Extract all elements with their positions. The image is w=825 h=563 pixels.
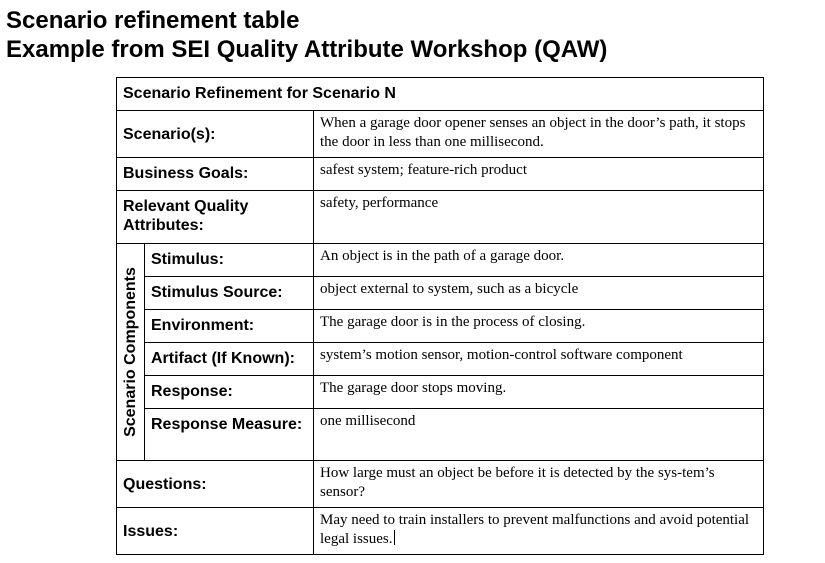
scenario-components-label: Scenario Components [121, 267, 139, 437]
stimulus-label: Stimulus: [144, 243, 314, 277]
response-measure-value: one millisecond [312, 408, 765, 461]
table-header-row: Scenario Refinement for Scenario N [115, 77, 765, 111]
table-row: Environment: The garage door is in the p… [117, 309, 765, 343]
stimulus-source-label: Stimulus Source: [144, 276, 314, 310]
response-measure-label: Response Measure: [144, 408, 314, 461]
business-goals-label: Business Goals: [116, 157, 314, 191]
page-title-line-1: Scenario refinement table [6, 7, 300, 34]
issues-label: Issues: [116, 507, 314, 555]
table-row: Stimulus Source: object external to syst… [117, 276, 765, 310]
artifact-value: system’s motion sensor, motion-control s… [312, 342, 765, 376]
table-row: Relevant Quality Attributes: safety, per… [116, 190, 765, 244]
issues-value: May need to train installers to prevent … [320, 512, 750, 547]
issues-value-cell[interactable]: May need to train installers to prevent … [312, 507, 765, 555]
table-row: Questions: How large must an object be b… [116, 460, 765, 508]
page-title: Scenario refinement table Example from S… [6, 6, 607, 64]
environment-label: Environment: [144, 309, 314, 343]
artifact-label: Artifact (If Known): [144, 342, 314, 376]
stimulus-value: An object is in the path of a garage doo… [312, 243, 765, 277]
text-cursor [393, 530, 395, 545]
questions-label: Questions: [116, 460, 314, 508]
stimulus-source-value: object external to system, such as a bic… [312, 276, 765, 310]
scenarios-label: Scenario(s): [116, 110, 314, 158]
table-row: Business Goals: safest system; feature-r… [116, 157, 765, 191]
environment-value: The garage door is in the process of clo… [312, 309, 765, 343]
page-title-line-2: Example from SEI Quality Attribute Works… [6, 36, 608, 63]
scenario-components-group: Scenario Components [116, 243, 145, 461]
business-goals-value: safest system; feature-rich product [312, 157, 765, 191]
table-row: Scenario Components Stimulus: An object … [116, 243, 765, 461]
table-header: Scenario Refinement for Scenario N [115, 77, 765, 111]
table-row: Scenario(s): When a garage door opener s… [116, 110, 765, 158]
table-row: Response: The garage door stops moving. [117, 375, 765, 409]
quality-attributes-label: Relevant Quality Attributes: [116, 190, 314, 244]
scenarios-value: When a garage door opener senses an obje… [312, 110, 765, 158]
response-label: Response: [144, 375, 314, 409]
quality-attributes-value: safety, performance [312, 190, 765, 244]
table-row: Response Measure: one millisecond [117, 408, 765, 461]
table-row: Artifact (If Known): system’s motion sen… [117, 342, 765, 376]
scenario-refinement-table: Scenario Refinement for Scenario N Scena… [115, 77, 765, 555]
questions-value: How large must an object be before it is… [312, 460, 765, 508]
response-value: The garage door stops moving. [312, 375, 765, 409]
table-row: Issues: May need to train installers to … [116, 507, 765, 555]
